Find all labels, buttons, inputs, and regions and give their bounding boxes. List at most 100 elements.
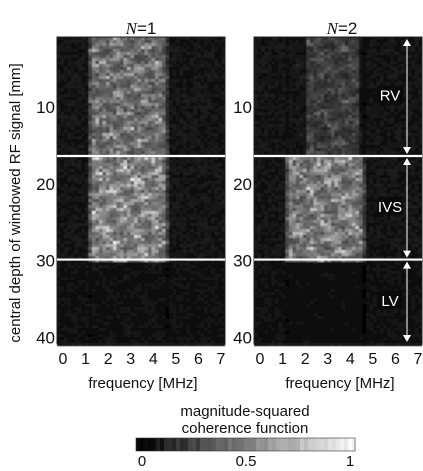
heatmap-cell	[74, 70, 79, 74]
heatmap-cell	[127, 337, 131, 341]
heatmap-cell	[134, 226, 138, 230]
heatmap-cell	[85, 202, 89, 206]
heatmap-cell	[204, 271, 208, 275]
heatmap-cell	[176, 79, 180, 83]
heatmap-cell	[102, 310, 107, 314]
heatmap-cell	[99, 343, 103, 347]
heatmap-cell	[78, 61, 82, 65]
heatmap-cell	[127, 199, 131, 203]
heatmap-cell	[116, 151, 121, 155]
heatmap-cell	[67, 169, 72, 173]
heatmap-cell	[176, 277, 180, 281]
heatmap-cell	[67, 334, 72, 338]
heatmap-cell	[207, 319, 212, 323]
heatmap-cell	[158, 202, 163, 206]
heatmap-cell	[116, 316, 121, 320]
heatmap-cell	[67, 244, 72, 248]
heatmap-cell	[158, 136, 163, 140]
heatmap-cell	[155, 313, 159, 317]
heatmap-cell	[148, 94, 152, 98]
heatmap-cell	[197, 67, 201, 71]
heatmap-cell	[165, 226, 170, 230]
heatmap-cell	[67, 214, 72, 218]
heatmap-cell	[109, 286, 114, 290]
heatmap-cell	[148, 193, 152, 197]
heatmap-cell	[144, 277, 149, 281]
heatmap-cell	[176, 226, 180, 230]
heatmap-cell	[165, 328, 170, 332]
heatmap-cell	[137, 79, 142, 83]
heatmap-cell	[200, 226, 205, 230]
heatmap-cell	[60, 337, 65, 341]
heatmap-cell	[408, 37, 412, 41]
heatmap-cell	[218, 118, 222, 122]
heatmap-cell	[71, 202, 75, 206]
heatmap-cell	[92, 76, 96, 80]
heatmap-cell	[214, 247, 219, 251]
heatmap-cell	[95, 211, 100, 215]
heatmap-cell	[207, 163, 212, 167]
heatmap-cell	[172, 169, 177, 173]
heatmap-cell	[183, 223, 187, 227]
heatmap-cell	[211, 40, 215, 44]
heatmap-cell	[106, 175, 110, 179]
heatmap-cell	[67, 229, 72, 233]
heatmap-cell	[218, 103, 222, 107]
heatmap-cell	[99, 88, 103, 92]
heatmap-cell	[57, 214, 61, 218]
heatmap-cell	[207, 40, 212, 44]
heatmap-cell	[120, 247, 124, 251]
heatmap-cell	[116, 265, 121, 269]
heatmap-cell	[113, 139, 117, 143]
heatmap-cell	[137, 91, 142, 95]
heatmap-cell	[74, 49, 79, 53]
heatmap-cell	[102, 295, 107, 299]
heatmap-cell	[218, 232, 222, 236]
heatmap-cell	[99, 274, 103, 278]
heatmap-cell	[102, 292, 107, 296]
heatmap-cell	[137, 193, 142, 197]
heatmap-cell	[64, 244, 68, 248]
heatmap-cell	[151, 172, 156, 176]
heatmap-cell	[134, 229, 138, 233]
heatmap-cell	[109, 340, 114, 344]
heatmap-cell	[74, 67, 79, 71]
heatmap-cell	[113, 307, 117, 311]
heatmap-cell	[158, 172, 163, 176]
heatmap-cell	[88, 304, 93, 308]
heatmap-cell	[218, 310, 222, 314]
heatmap-cell	[85, 127, 89, 131]
heatmap-cell	[190, 136, 194, 140]
heatmap-cell	[141, 298, 145, 302]
heatmap-cell	[85, 292, 89, 296]
heatmap-cell	[127, 91, 131, 95]
heatmap-cell	[92, 268, 96, 272]
heatmap-cell	[85, 211, 89, 215]
heatmap-cell	[207, 52, 212, 56]
heatmap-cell	[74, 307, 79, 311]
heatmap-cell	[81, 76, 86, 80]
heatmap-cell	[81, 52, 86, 56]
heatmap-cell	[141, 274, 145, 278]
heatmap-cell	[99, 286, 103, 290]
heatmap-cell	[207, 172, 212, 176]
heatmap-cell	[130, 184, 135, 188]
heatmap-cell	[172, 244, 177, 248]
heatmap-cell	[204, 193, 208, 197]
heatmap-cell	[211, 244, 215, 248]
heatmap-cell	[116, 142, 121, 146]
heatmap-cell	[134, 103, 138, 107]
heatmap-cell	[313, 37, 318, 41]
heatmap-cell	[81, 301, 86, 305]
heatmap-cell	[134, 190, 138, 194]
heatmap-cell	[130, 40, 135, 44]
heatmap-cell	[78, 280, 82, 284]
heatmap-cell	[155, 244, 159, 248]
heatmap-cell	[193, 121, 198, 125]
heatmap-cell	[176, 193, 180, 197]
heatmap-cell	[151, 139, 156, 143]
heatmap-cell	[106, 226, 110, 230]
heatmap-cell	[116, 298, 121, 302]
heatmap-cell	[88, 289, 93, 293]
heatmap-cell	[88, 271, 93, 275]
